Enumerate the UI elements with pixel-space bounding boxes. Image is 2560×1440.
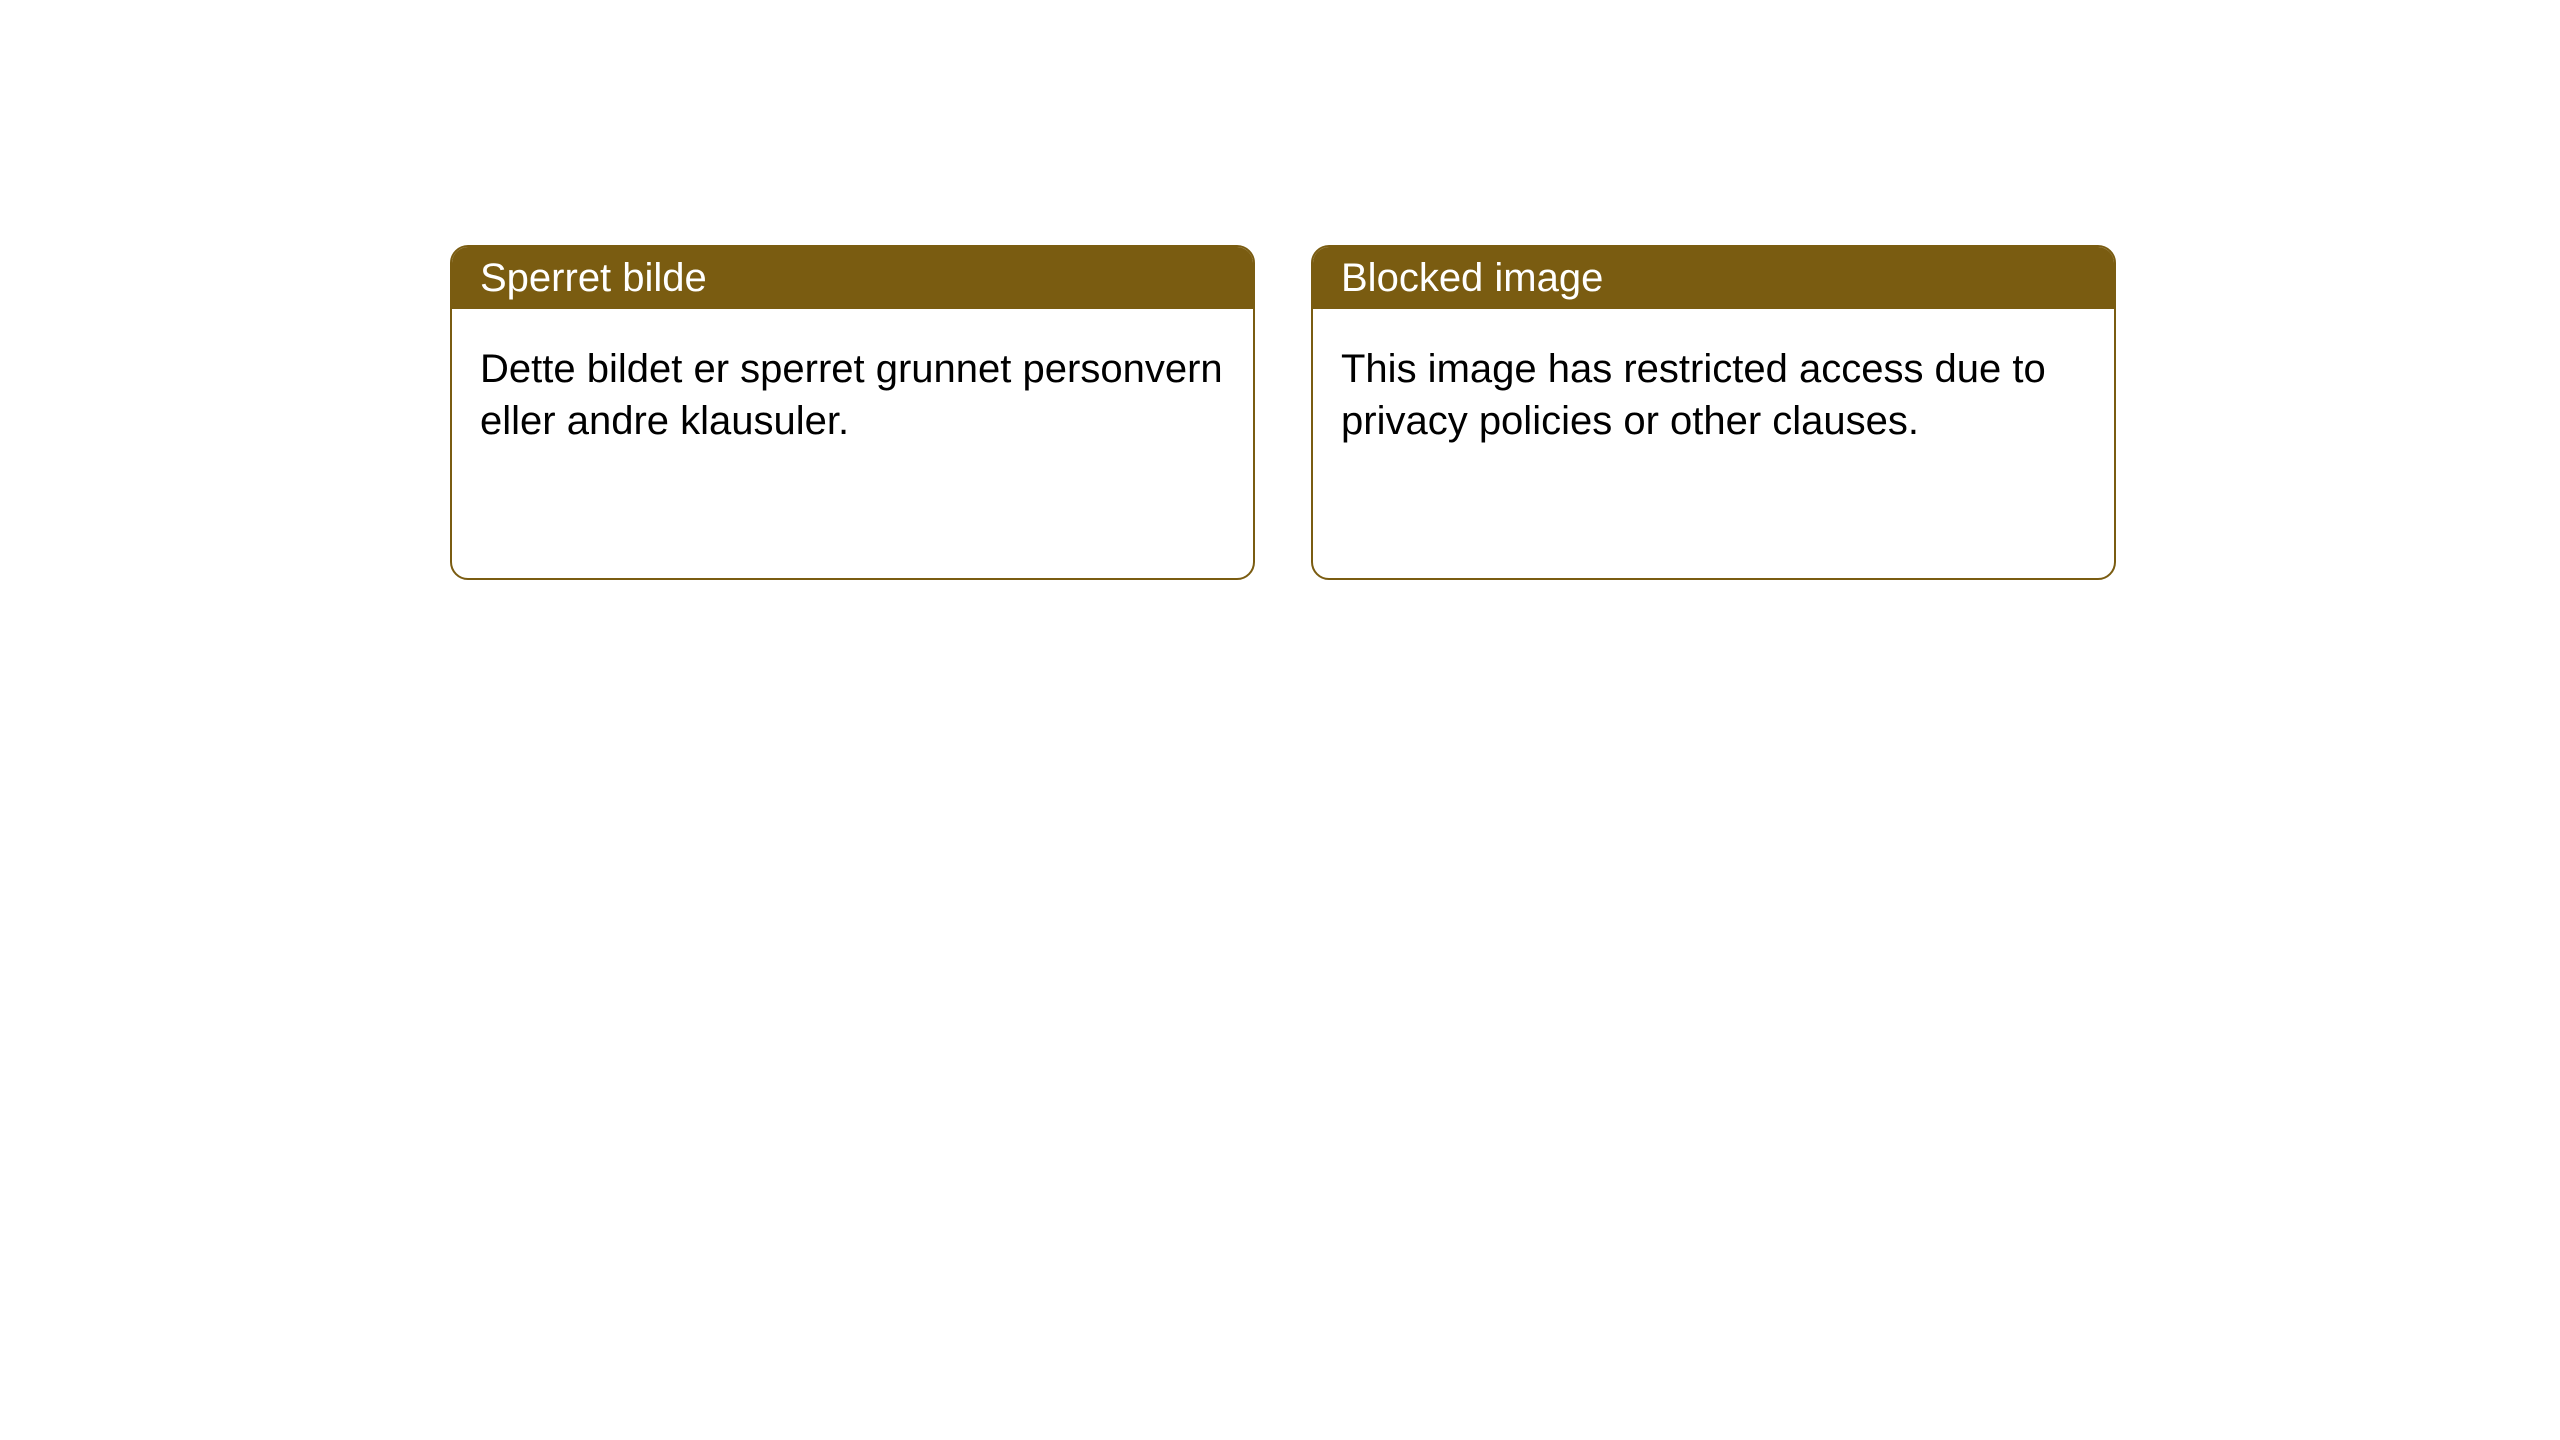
notice-body-norwegian: Dette bildet er sperret grunnet personve…	[452, 309, 1253, 481]
notice-title-english: Blocked image	[1313, 247, 2114, 309]
notice-body-english: This image has restricted access due to …	[1313, 309, 2114, 481]
notice-card-norwegian: Sperret bilde Dette bildet er sperret gr…	[450, 245, 1255, 580]
notice-card-english: Blocked image This image has restricted …	[1311, 245, 2116, 580]
notice-title-norwegian: Sperret bilde	[452, 247, 1253, 309]
notice-container: Sperret bilde Dette bildet er sperret gr…	[0, 0, 2560, 580]
